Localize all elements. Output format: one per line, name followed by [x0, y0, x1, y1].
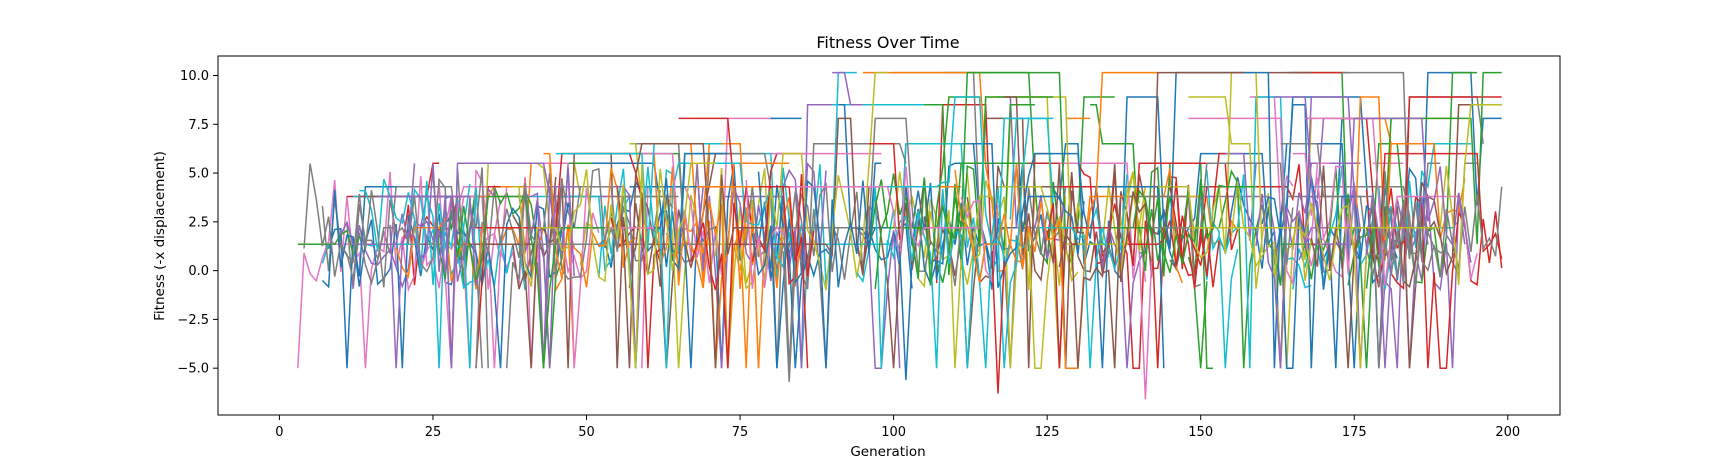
- series-line: [1280, 167, 1380, 280]
- x-tick-label: 175: [1342, 425, 1367, 440]
- series-line: [770, 117, 962, 287]
- y-tick-label: 5.0: [188, 167, 209, 182]
- series-line: [1188, 202, 1368, 369]
- series-line: [542, 173, 661, 277]
- x-tick-label: 50: [578, 425, 595, 440]
- x-tick-label: 150: [1188, 425, 1213, 440]
- series-line: [1199, 202, 1239, 369]
- series-line: [512, 162, 716, 369]
- series-lines: [297, 71, 1503, 400]
- x-tick-label: 100: [881, 425, 906, 440]
- y-tick-label: 0.0: [188, 264, 209, 279]
- y-tick-label: −5.0: [177, 362, 209, 377]
- series-line: [856, 186, 1030, 369]
- series-line: [887, 96, 1041, 369]
- series-line: [960, 196, 999, 284]
- y-tick-label: 7.5: [188, 118, 209, 133]
- series-line: [1329, 104, 1502, 286]
- series-line: [1138, 251, 1153, 400]
- series-line: [1046, 162, 1239, 369]
- y-axis: −5.0 −2.5 0.0 2.5 5.0 7.5 10.0: [177, 69, 218, 377]
- series-line: [1255, 96, 1429, 369]
- series-line: [1188, 117, 1355, 287]
- series-line: [1365, 188, 1503, 369]
- y-axis-label: Fitness (-x displacement): [152, 151, 168, 321]
- series-line: [954, 71, 1158, 369]
- series-line: [832, 71, 863, 106]
- y-tick-label: −2.5: [177, 313, 209, 328]
- series-line: [751, 162, 882, 369]
- x-tick-label: 75: [732, 425, 749, 440]
- series-line: [1274, 96, 1472, 263]
- series-line: [1003, 104, 1035, 247]
- series-line: [1034, 226, 1110, 369]
- series-line: [297, 229, 361, 257]
- series-line: [444, 204, 563, 369]
- x-tick-label: 25: [425, 425, 442, 440]
- series-line: [1342, 117, 1503, 259]
- series-line: [1127, 195, 1201, 288]
- x-tick-label: 125: [1035, 425, 1060, 440]
- plot-frame: [217, 55, 1561, 416]
- series-line: [869, 143, 901, 240]
- series-line: [475, 185, 501, 369]
- series-line: [935, 71, 1067, 283]
- series-line: [1108, 179, 1256, 273]
- x-tick-label: 0: [275, 425, 283, 440]
- series-line: [1059, 162, 1147, 282]
- series-line: [1292, 152, 1355, 275]
- series-line: [1004, 96, 1085, 369]
- series-line: [389, 162, 575, 369]
- series-line: [973, 143, 1165, 369]
- series-line: [420, 197, 476, 282]
- y-tick-label: 2.5: [188, 215, 209, 230]
- series-line: [991, 251, 1005, 394]
- series-line: [782, 251, 797, 382]
- x-axis: 0 25 50 75 100 125 150 175 200: [275, 415, 1520, 440]
- series-line: [898, 186, 1067, 369]
- series-line: [672, 162, 790, 369]
- series-line: [789, 166, 980, 261]
- y-tick-label: 10.0: [180, 69, 209, 84]
- chart-title: Fitness Over Time: [816, 33, 959, 52]
- series-line: [1151, 162, 1294, 265]
- series-line: [1304, 162, 1330, 244]
- series-line: [616, 143, 765, 369]
- x-tick-label: 200: [1495, 425, 1520, 440]
- series-line: [898, 251, 913, 380]
- series-line: [377, 185, 562, 369]
- series-line: [1305, 117, 1478, 286]
- series-line: [745, 179, 784, 289]
- x-axis-label: Generation: [850, 444, 925, 460]
- series-line: [1342, 71, 1441, 255]
- series-line: [727, 117, 932, 369]
- series-line: [924, 96, 1054, 276]
